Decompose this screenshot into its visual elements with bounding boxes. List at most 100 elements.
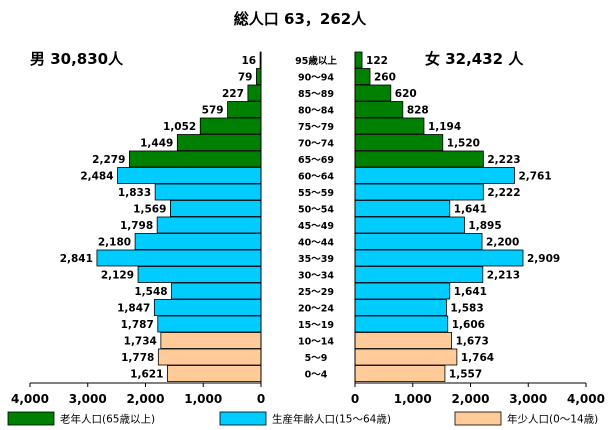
female-value-label: 1,606 xyxy=(452,319,485,331)
female-bar xyxy=(354,315,449,333)
female-value-label: 2,222 xyxy=(487,187,520,199)
female-bar xyxy=(354,249,524,267)
age-group-label: 15～19 xyxy=(298,320,334,331)
female-bar xyxy=(354,233,483,250)
female-tick-label: 4,000 xyxy=(567,392,605,406)
female-bar xyxy=(354,150,484,168)
female-tick-label: 0 xyxy=(351,392,359,406)
female-bar xyxy=(354,365,446,382)
male-bar xyxy=(117,167,262,184)
male-value-label: 16 xyxy=(241,55,256,67)
female-bar xyxy=(354,134,444,151)
age-group-label: 25～29 xyxy=(298,287,334,298)
male-value-label: 2,279 xyxy=(92,154,125,166)
male-bar xyxy=(160,332,262,349)
female-value-label: 1,764 xyxy=(461,352,494,364)
male-bar xyxy=(128,150,262,168)
female-value-label: 1,641 xyxy=(454,204,487,216)
male-value-label: 227 xyxy=(222,88,244,100)
female-total-label: 女 32,432 人 xyxy=(425,50,524,68)
male-bar xyxy=(134,233,262,250)
female-bar xyxy=(354,167,515,184)
female-bar xyxy=(354,200,451,217)
male-bar xyxy=(166,365,262,382)
legend: 老年人口(65歳以上) 生産年齢人口(15～64歳) 年少人口(0～14歳) xyxy=(7,411,598,426)
female-bar xyxy=(354,183,484,201)
female-value-label: 1,520 xyxy=(447,138,480,150)
female-value-label: 1,557 xyxy=(449,369,482,381)
male-bar xyxy=(96,249,262,267)
male-bar xyxy=(171,282,262,300)
age-group-label: 40～44 xyxy=(298,238,334,249)
female-bar xyxy=(354,51,363,69)
male-bar xyxy=(227,101,262,118)
female-bar xyxy=(354,332,453,349)
male-tick-label: 1,000 xyxy=(184,392,222,406)
age-group-label: 90～94 xyxy=(298,73,334,84)
age-group-label: 75～79 xyxy=(298,122,334,133)
male-value-label: 1,787 xyxy=(121,319,154,331)
age-group-label: 5～9 xyxy=(305,353,328,364)
legend-label: 年少人口(0～14歳) xyxy=(507,413,598,426)
male-bar xyxy=(137,266,262,283)
female-value-label: 260 xyxy=(374,72,396,84)
male-value-label: 2,180 xyxy=(98,237,131,249)
male-bar xyxy=(176,134,262,151)
male-value-label: 79 xyxy=(238,72,253,84)
male-bar xyxy=(156,216,262,234)
female-bar xyxy=(354,282,451,300)
female-bar xyxy=(354,216,465,234)
legend-swatch xyxy=(454,411,502,426)
female-bar xyxy=(354,84,392,102)
male-value-label: 1,569 xyxy=(133,204,166,216)
legend-label: 生産年齢人口(15～64歳) xyxy=(272,413,391,426)
age-group-label: 45～49 xyxy=(298,221,334,232)
male-bar xyxy=(157,315,262,333)
male-value-label: 1,778 xyxy=(121,352,154,364)
female-value-label: 2,213 xyxy=(487,270,520,282)
female-value-label: 2,223 xyxy=(487,154,520,166)
male-value-label: 1,548 xyxy=(134,286,167,298)
male-bar xyxy=(256,68,262,85)
axes-layer: 4,000 3,000 2,000 1,000 0 0 1,000 2,000 3,000 4,0… xyxy=(11,52,605,406)
age-group-label: 55～59 xyxy=(298,188,334,199)
male-bar xyxy=(157,348,262,366)
age-group-label: 0～4 xyxy=(305,370,328,381)
male-tick-label: 2,000 xyxy=(127,392,165,406)
female-value-label: 620 xyxy=(395,88,417,100)
male-bar xyxy=(169,200,262,217)
age-group-label: 65～69 xyxy=(298,155,334,166)
male-tick-label: 3,000 xyxy=(69,392,107,406)
female-bar xyxy=(354,266,484,283)
male-bar xyxy=(199,117,262,135)
age-group-label: 20～24 xyxy=(298,304,334,315)
male-value-label: 1,621 xyxy=(130,369,163,381)
age-group-label: 50～54 xyxy=(298,205,334,216)
bars-layer xyxy=(96,51,524,382)
male-value-label: 1,833 xyxy=(118,187,151,199)
male-value-label: 1,052 xyxy=(163,121,196,133)
female-value-label: 1,673 xyxy=(456,336,489,348)
male-bar xyxy=(154,183,262,201)
legend-swatch xyxy=(219,411,267,426)
age-group-label: 35～39 xyxy=(298,254,334,265)
age-group-label: 70～74 xyxy=(298,139,334,150)
age-group-label: 30～34 xyxy=(298,271,334,282)
female-value-label: 2,200 xyxy=(486,237,519,249)
male-value-label: 2,484 xyxy=(80,171,113,183)
female-bar xyxy=(354,117,425,135)
age-group-label: 10～14 xyxy=(298,337,334,348)
female-tick-label: 3,000 xyxy=(509,392,547,406)
male-value-label: 1,449 xyxy=(140,138,173,150)
male-bar xyxy=(247,84,262,102)
female-value-label: 1,895 xyxy=(468,220,501,232)
labels-layer: 16 122 95歳以上 79 260 90～94 227 620 85～89 579 828 80～… xyxy=(60,55,561,381)
male-tick-label: 4,000 xyxy=(11,392,49,406)
female-value-label: 122 xyxy=(366,55,388,67)
male-bar xyxy=(153,299,262,316)
female-value-label: 2,761 xyxy=(518,171,551,183)
female-value-label: 1,641 xyxy=(454,286,487,298)
male-value-label: 1,798 xyxy=(120,220,153,232)
male-tick-label: 0 xyxy=(257,392,265,406)
